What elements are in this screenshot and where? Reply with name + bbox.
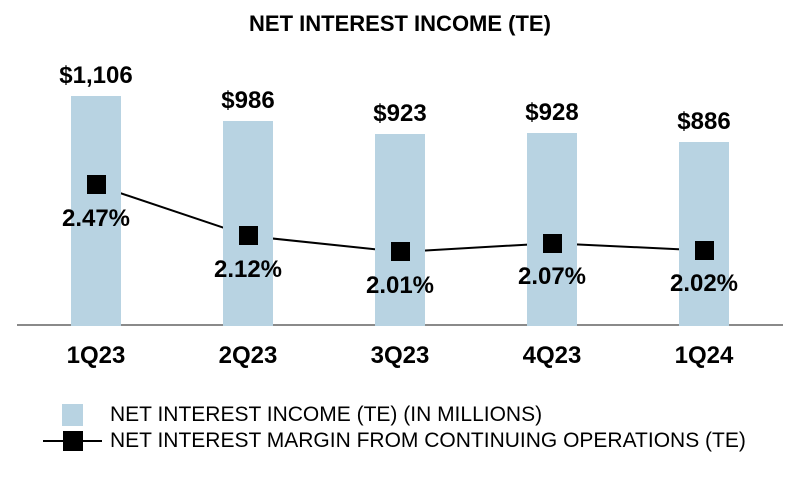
line-series-legend-label: NET INTEREST MARGIN FROM CONTINUING OPER… bbox=[110, 429, 746, 452]
x-axis-label-4Q23: 4Q23 bbox=[522, 342, 582, 369]
bar-value-label-1Q23: $1,106 bbox=[59, 62, 133, 89]
x-axis-label-1Q23: 1Q23 bbox=[66, 342, 126, 369]
bar-value-label-3Q23: $923 bbox=[373, 100, 427, 128]
bar-3Q23 bbox=[375, 134, 425, 326]
line-marker-3Q23 bbox=[390, 242, 410, 262]
chart-title: NET INTEREST INCOME (TE) bbox=[249, 11, 551, 36]
line-value-label-3Q23: 2.01% bbox=[365, 271, 435, 299]
bar-value-label-2Q23: $986 bbox=[221, 86, 275, 114]
bar-4Q23 bbox=[527, 133, 577, 326]
x-axis-label-3Q23: 3Q23 bbox=[370, 342, 430, 369]
line-marker-1Q23 bbox=[86, 175, 106, 195]
x-axis-label-2Q23: 2Q23 bbox=[218, 342, 278, 369]
bar-series-legend-label: NET INTEREST INCOME (TE) (IN MILLIONS) bbox=[110, 403, 543, 426]
line-series-swatch-marker-icon bbox=[63, 431, 83, 451]
line-value-label-4Q23: 2.07% bbox=[517, 263, 587, 291]
line-value-label-1Q23: 2.47% bbox=[61, 204, 131, 232]
line-marker-4Q23 bbox=[542, 233, 562, 253]
bar-2Q23 bbox=[223, 120, 273, 326]
line-value-label-2Q23: 2.12% bbox=[213, 255, 283, 283]
bar-value-label-1Q24: $886 bbox=[677, 107, 731, 135]
bar-value-label-4Q23: $928 bbox=[525, 99, 579, 127]
line-marker-1Q24 bbox=[694, 240, 714, 260]
x-axis-label-1Q24: 1Q24 bbox=[674, 342, 734, 369]
line-value-label-1Q24: 2.02% bbox=[669, 270, 739, 298]
bar-1Q24 bbox=[679, 141, 729, 326]
bar-series-swatch-icon bbox=[62, 404, 83, 426]
line-marker-2Q23 bbox=[238, 226, 258, 246]
bar-1Q23 bbox=[71, 96, 121, 326]
legend: NET INTEREST INCOME (TE) (IN MILLIONS) N… bbox=[0, 395, 800, 465]
